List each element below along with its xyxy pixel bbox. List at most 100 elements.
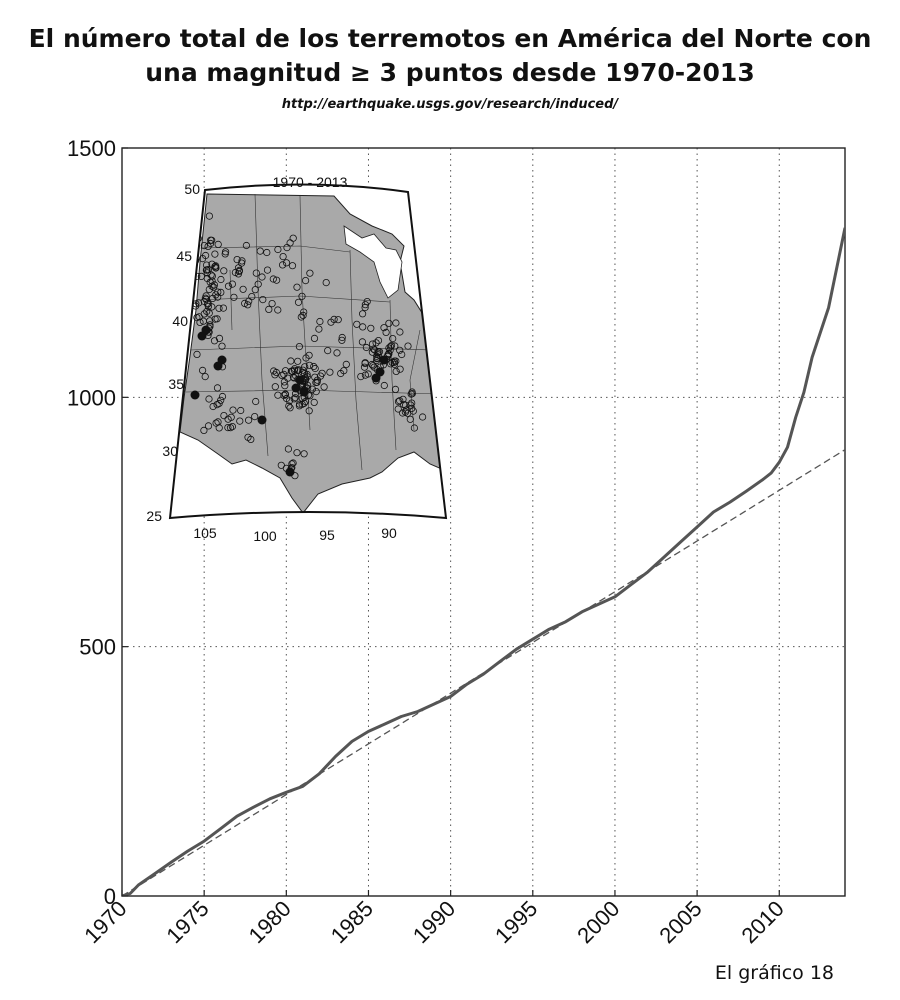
quake-dot: [206, 317, 214, 325]
quake-dot: [278, 371, 286, 379]
quake-dot: [298, 292, 306, 300]
quake-dot: [357, 372, 365, 381]
quake-dot: [215, 304, 223, 312]
quake-dot: [396, 346, 404, 354]
quake-dot: [271, 383, 279, 391]
quake-dot: [203, 261, 211, 269]
quake-dot: [294, 298, 303, 306]
quake-dot: [408, 388, 416, 396]
quake-dot: [396, 397, 404, 405]
quake-dot: [282, 259, 291, 267]
quake-dot: [375, 348, 384, 356]
quake-dot: [293, 449, 301, 457]
quake-dot: [263, 266, 272, 274]
quake-dot-dense: [291, 383, 301, 393]
quake-dot: [289, 234, 297, 242]
quake-dot: [361, 359, 369, 367]
x-tick-label: 1995: [490, 896, 542, 948]
longitude-label: 90: [381, 525, 397, 541]
map-frame: [168, 183, 448, 520]
quake-dot: [200, 426, 208, 434]
quake-dot: [197, 272, 205, 280]
quake-dot: [202, 292, 210, 300]
x-tick-label: 1975: [161, 896, 213, 948]
quake-dot: [291, 394, 299, 402]
quake-dot: [203, 269, 211, 277]
longitude-label: 105: [193, 525, 217, 541]
latitude-labels: 50 45 40 35 30 25: [146, 181, 200, 524]
quake-dot: [279, 253, 287, 261]
quake-dot: [337, 369, 345, 378]
quake-dot-dense: [190, 390, 200, 400]
x-tick-label: 2000: [572, 896, 624, 948]
longitude-label: 95: [319, 527, 335, 543]
x-axis: 1970 1975 1980 1985 1990 1995 2000 2005 2010: [79, 890, 789, 948]
quake-dot: [374, 349, 382, 357]
quake-dot: [239, 285, 247, 293]
quake-dot: [228, 280, 236, 288]
quake-dot: [285, 402, 293, 410]
quake-dot: [211, 262, 219, 271]
quake-dot: [290, 366, 298, 374]
quake-dot: [209, 402, 217, 411]
quake-dot-dense: [299, 387, 309, 397]
quake-dot: [305, 361, 314, 369]
quake-dot: [244, 433, 252, 441]
y-tick-label: 0: [104, 884, 116, 909]
quake-dot: [226, 424, 235, 432]
quake-dot: [204, 422, 213, 430]
quake-dot: [389, 334, 397, 343]
source-url: http://earthquake.usgs.gov/research/indu…: [281, 97, 619, 112]
quake-dot: [305, 407, 313, 415]
quake-dot: [396, 328, 404, 336]
quake-dot: [193, 350, 201, 358]
quake-dot: [202, 295, 210, 303]
quake-dot: [274, 245, 282, 254]
quake-dot: [251, 286, 259, 294]
quake-dot: [278, 261, 287, 269]
quake-dot: [318, 369, 326, 377]
quake-dot: [269, 275, 277, 283]
quake-dot: [386, 346, 394, 354]
x-tick-label: 1990: [408, 896, 460, 948]
quake-dot: [224, 423, 232, 432]
quake-dot: [280, 378, 288, 386]
quake-dot: [200, 242, 208, 250]
quake-dot: [303, 381, 312, 389]
quake-dot: [214, 418, 222, 426]
quake-dot: [401, 401, 410, 409]
quake-dot: [265, 305, 273, 313]
quake-dot-dense: [285, 467, 295, 477]
quake-dot: [394, 397, 403, 406]
quake-dot: [211, 250, 219, 258]
quake-dot: [213, 400, 221, 409]
quake-dot: [201, 372, 209, 381]
quake-dot: [327, 318, 335, 326]
x-tick-label: 1985: [326, 896, 378, 948]
quake-dot: [241, 299, 249, 307]
quake-dot: [205, 309, 213, 317]
quake-dot: [398, 350, 406, 359]
quake-dot: [252, 269, 260, 277]
quake-dot: [270, 367, 278, 375]
quake-dot: [218, 392, 227, 401]
quake-dot: [297, 313, 305, 321]
longitude-labels: 105 100 95 90: [193, 525, 397, 544]
quake-dot: [311, 364, 319, 373]
quake-dot: [293, 283, 301, 291]
quake-dot-dense: [197, 331, 207, 341]
latitude-label: 50: [184, 181, 200, 197]
quake-dot: [213, 384, 222, 392]
quake-dot: [204, 299, 212, 308]
quake-dot: [310, 362, 318, 371]
quake-dot: [342, 360, 350, 368]
quake-dot: [315, 325, 323, 333]
y-tick-label: 1000: [67, 385, 116, 410]
quake-dot: [281, 367, 290, 375]
quake-dot: [368, 340, 377, 348]
quake-dot: [254, 280, 262, 288]
quake-dot: [322, 278, 330, 287]
quake-dot: [367, 324, 375, 332]
quake-dot: [374, 336, 383, 345]
